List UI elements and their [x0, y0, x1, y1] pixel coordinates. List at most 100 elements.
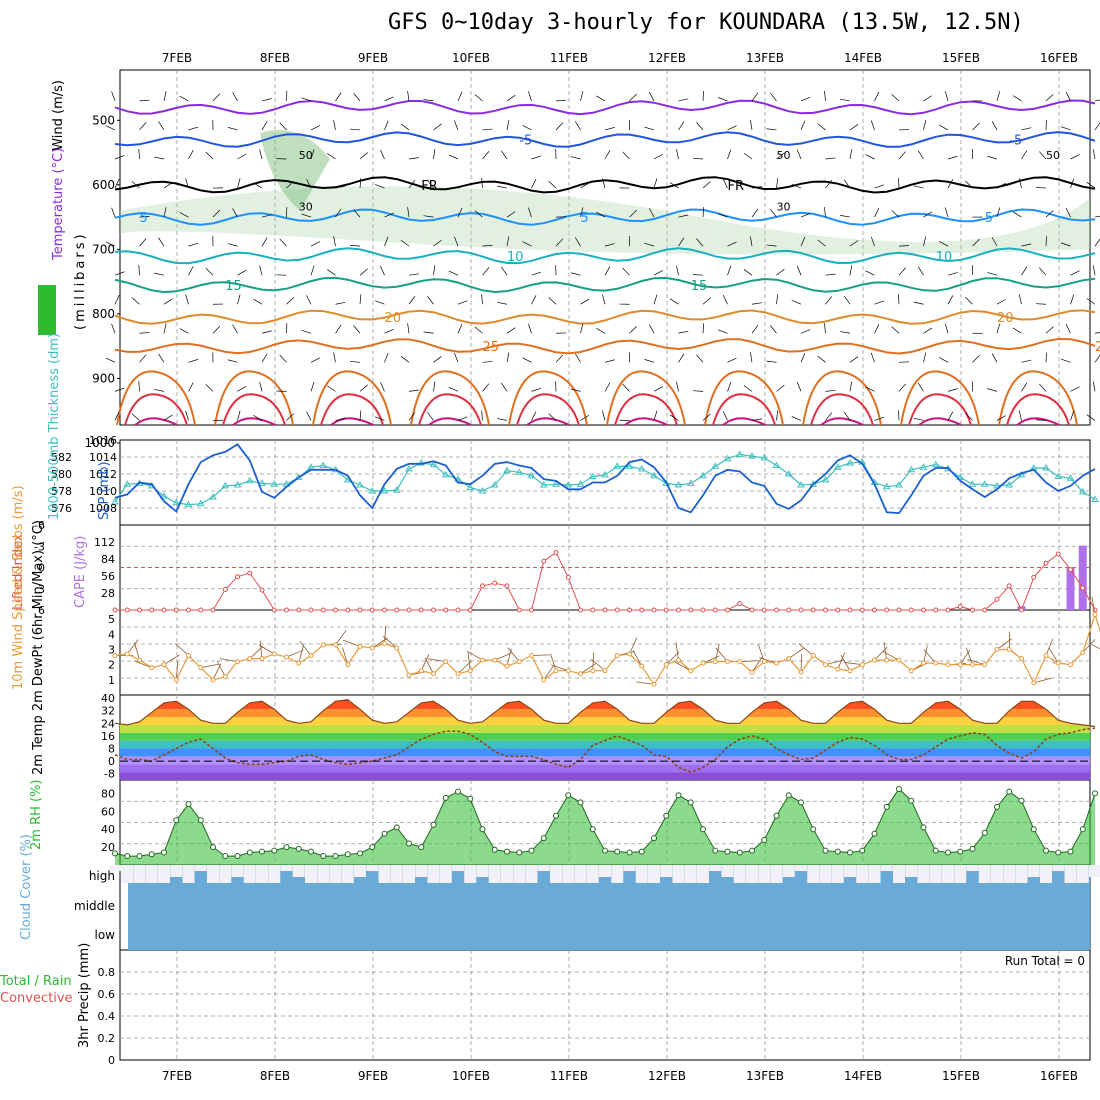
rh2m-area	[115, 788, 1095, 865]
wind-barb	[433, 265, 436, 276]
pressure-tick-label: 800	[92, 307, 115, 321]
wind-barb	[874, 184, 885, 189]
wind-barb	[800, 236, 806, 247]
isotherm-loop-30	[222, 393, 286, 426]
cloud-level-label: low	[95, 928, 116, 942]
rh2m-point	[736, 849, 743, 856]
wind-barb	[327, 269, 336, 276]
rh2m-point	[112, 850, 118, 857]
wind-barb	[751, 302, 762, 305]
wind-barb	[555, 354, 564, 363]
cloud-clear-segment	[268, 865, 281, 883]
wind10m-barb	[882, 651, 900, 661]
slp-tick-label: 1012	[89, 468, 117, 481]
wind-barb	[531, 295, 537, 305]
ylabel-precip-3hr: 3hr Precip (mm)	[77, 943, 92, 1048]
wind10m-speed-point	[957, 662, 963, 668]
wind-barb	[407, 207, 410, 218]
wind10m-speed-point	[786, 656, 792, 662]
wind-barb	[972, 238, 980, 247]
wind-barb	[766, 128, 777, 131]
wind-barb	[917, 266, 924, 276]
rh-contour-label: 30	[777, 201, 791, 214]
wind-barb	[776, 268, 785, 276]
cloud-clear-segment	[1027, 865, 1040, 877]
isotherm-loop-35	[232, 417, 276, 426]
wind10m-speed-point	[504, 663, 510, 669]
lifted-index-point	[112, 607, 118, 613]
wind-barb	[1094, 332, 1100, 334]
wind-barb	[939, 124, 949, 131]
rh2m-point	[185, 801, 192, 808]
lifted-index-point	[737, 601, 743, 607]
wind-barb	[678, 330, 689, 334]
wind-barb	[653, 178, 658, 189]
cloud-clear-segment	[280, 865, 293, 871]
wind10m-speed-point	[271, 651, 277, 657]
panel-frame-pr	[119, 949, 1091, 1061]
wind-barb	[817, 123, 826, 131]
wind-barb	[676, 265, 679, 276]
wind-barb	[408, 179, 416, 189]
isotherm-loop-35	[428, 417, 472, 426]
wind-barb	[139, 332, 150, 334]
rh2m-point	[773, 812, 780, 819]
wind-barb	[531, 155, 542, 160]
isotherm-loop-25	[312, 370, 392, 426]
wind10m-barb	[923, 645, 928, 664]
wind10m-speed-point	[247, 656, 253, 662]
wind-barb	[384, 120, 389, 131]
wind10m-speed-point	[859, 662, 865, 668]
wind-barb	[702, 297, 711, 305]
rh2m-point	[246, 849, 253, 856]
slp-tick-label: 1008	[89, 502, 117, 515]
wind-barb	[776, 178, 779, 189]
lifted-index-point	[173, 607, 179, 613]
wind10m-speed-point	[431, 671, 436, 677]
cloud-clear-segment	[476, 865, 489, 877]
isotherm-loop-35	[918, 417, 962, 426]
wind10m-speed-point	[308, 653, 314, 659]
cloud-clear-segment	[1003, 865, 1016, 883]
rh-contour-label: 30	[299, 201, 313, 214]
lifted-index-point	[957, 603, 963, 609]
wind-barb	[261, 330, 272, 334]
wind-barb	[898, 294, 900, 305]
ylabel-millibars: (millibars)	[73, 231, 88, 330]
lifted-index-point	[712, 607, 718, 613]
wind-barb	[259, 265, 263, 276]
cloud-clear-segment	[501, 865, 513, 883]
isotherm-loop-35	[134, 417, 178, 426]
wind10m-barb	[286, 649, 304, 658]
wind-barb	[531, 271, 542, 276]
wind10m-barb	[629, 637, 638, 655]
wind-barb	[188, 150, 194, 160]
wind-barb	[923, 236, 927, 247]
rh2m-point	[1043, 847, 1049, 854]
wind-barb	[676, 149, 679, 160]
wind-barb	[596, 95, 606, 102]
wind10m-speed-point	[173, 677, 179, 683]
cloud-clear-segment	[464, 865, 477, 883]
wind-barb	[849, 240, 859, 247]
wind-barb	[384, 212, 394, 218]
wind-barb	[522, 241, 532, 247]
rh2m-point	[810, 826, 817, 833]
lifted-index-point	[639, 607, 645, 613]
wind-barb	[1039, 267, 1047, 276]
wind10m-barb	[335, 630, 347, 646]
wind-barb	[286, 297, 295, 305]
rh2m-point	[259, 848, 265, 855]
wind10m-speed-point	[1019, 656, 1024, 662]
cape-bar	[1078, 545, 1087, 610]
wind10m-speed-point	[443, 659, 449, 665]
precip-tick-label: 0.8	[98, 966, 116, 979]
wind-barb	[965, 296, 973, 305]
lifted-index-point	[602, 607, 608, 613]
wind-barb	[776, 384, 785, 392]
cloud-clear-segment	[868, 865, 881, 883]
thickness-point	[1042, 464, 1050, 471]
date-tick-top: 11FEB	[550, 51, 588, 65]
wind-barb	[913, 301, 924, 305]
wind-barb	[1021, 382, 1028, 392]
